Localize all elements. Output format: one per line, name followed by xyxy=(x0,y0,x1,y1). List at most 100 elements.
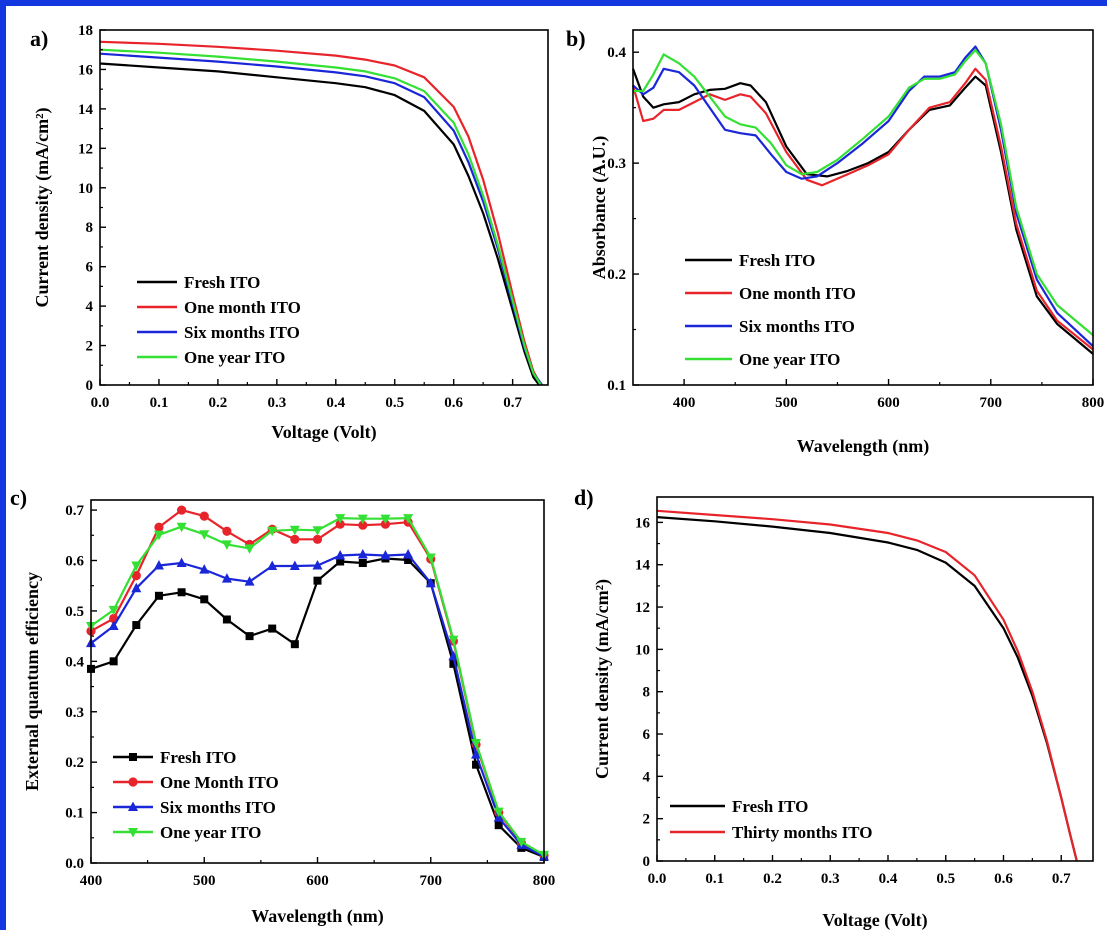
y-tick-label: 14 xyxy=(635,558,651,574)
panel-label: c) xyxy=(10,485,27,510)
series-line-4 xyxy=(99,48,542,386)
x-tick-label: 400 xyxy=(80,873,103,889)
x-tick-label: 0.0 xyxy=(91,395,110,411)
y-tick-label: 0 xyxy=(643,854,651,870)
data-point xyxy=(335,514,346,524)
x-tick-label: 0.5 xyxy=(385,395,404,411)
y-tick-label: 12 xyxy=(78,141,93,157)
legend-label: Six months ITO xyxy=(739,317,855,336)
y-tick-label: 10 xyxy=(78,181,93,197)
data-point xyxy=(516,837,527,848)
x-tick-label: 600 xyxy=(306,873,329,889)
data-point xyxy=(221,573,232,583)
legend-marker xyxy=(128,801,138,811)
series-line-2 xyxy=(99,40,542,386)
data-point xyxy=(448,635,459,646)
data-point xyxy=(425,577,436,588)
legend-label: One year ITO xyxy=(160,823,261,842)
data-point xyxy=(472,760,481,769)
panel-label: a) xyxy=(30,26,48,51)
y-tick-label: 0.1 xyxy=(65,806,84,822)
plot-frame xyxy=(656,496,1094,862)
y-axis-label: Current density (mA/cm²) xyxy=(32,107,53,307)
series-line-2 xyxy=(656,509,1078,862)
data-point xyxy=(336,557,345,566)
legend-label: Six months ITO xyxy=(160,798,276,817)
x-tick-label: 600 xyxy=(877,395,900,411)
data-point xyxy=(493,807,504,818)
data-point xyxy=(380,549,391,560)
y-tick-label: 12 xyxy=(635,600,650,616)
legend-label: Fresh ITO xyxy=(184,273,260,292)
legend-label: One year ITO xyxy=(184,348,285,367)
y-tick-label: 6 xyxy=(643,727,651,743)
y-tick-label: 0.6 xyxy=(65,554,84,570)
data-point xyxy=(471,739,482,749)
data-point xyxy=(199,530,210,540)
data-point xyxy=(108,605,119,616)
x-tick-label: 0.2 xyxy=(209,395,228,411)
data-point xyxy=(177,588,186,597)
series-line-4 xyxy=(633,48,1094,336)
data-point xyxy=(380,519,391,529)
data-point xyxy=(108,620,119,631)
legend-label: Six months ITO xyxy=(184,323,300,342)
panel-2: b) 400 500 600 700 800 0.1 0.2 0.3 0.4 Wavelength … xyxy=(566,26,1104,457)
y-tick-label: 0.3 xyxy=(65,705,84,721)
data-point xyxy=(199,511,209,521)
x-tick-label: 0.0 xyxy=(648,871,667,887)
data-point xyxy=(200,595,209,604)
x-axis-label: Voltage (Volt) xyxy=(822,910,927,930)
data-point xyxy=(290,640,299,649)
legend-label: Fresh ITO xyxy=(732,797,808,816)
y-tick-label: 16 xyxy=(635,515,651,531)
data-point xyxy=(335,519,345,529)
x-tick-label: 0.7 xyxy=(503,395,522,411)
y-tick-label: 4 xyxy=(643,769,651,785)
data-point xyxy=(312,526,323,536)
data-point xyxy=(131,582,142,593)
data-point xyxy=(109,657,118,666)
legend-marker xyxy=(128,777,138,787)
y-tick-label: 0.0 xyxy=(65,856,84,872)
legend-label: Fresh ITO xyxy=(739,251,815,270)
data-point xyxy=(358,520,368,530)
x-tick-label: 700 xyxy=(420,873,443,889)
data-point xyxy=(222,526,232,536)
data-point xyxy=(403,514,414,524)
y-tick-label: 4 xyxy=(86,299,94,315)
data-point xyxy=(176,522,187,533)
data-point xyxy=(404,555,413,564)
x-tick-label: 0.1 xyxy=(150,395,169,411)
plot-frame xyxy=(90,499,545,864)
y-tick-label: 0.5 xyxy=(65,604,84,620)
plot-frame xyxy=(632,29,1094,386)
x-tick-label: 400 xyxy=(673,395,696,411)
panel-label: b) xyxy=(566,26,586,51)
y-tick-label: 18 xyxy=(78,23,93,39)
y-axis-label: External quantum efficiency xyxy=(22,572,42,791)
legend-label: One month ITO xyxy=(739,284,856,303)
data-point xyxy=(244,544,255,554)
x-tick-label: 700 xyxy=(980,395,1003,411)
panel-1: a) 0.0 0.1 0.2 0.3 0.4 0.5 0.6 0.7 0 2 4 6 8 10 12 14 16 1… xyxy=(30,23,549,443)
series-line-1 xyxy=(656,516,1078,862)
data-point xyxy=(289,560,300,571)
y-tick-label: 8 xyxy=(86,220,94,236)
panel-3: c) 400 500 600 700 800 0.0 0.1 0.2 0.3 0.4 0.5 0.6 0.… xyxy=(10,485,555,927)
x-axis-label: Wavelength (nm) xyxy=(251,906,384,927)
data-point xyxy=(131,571,141,581)
y-axis-label: Absorbance (A.U.) xyxy=(589,136,610,280)
data-point xyxy=(222,615,231,624)
data-point xyxy=(471,749,482,759)
legend-label: One Month ITO xyxy=(160,773,279,792)
data-point xyxy=(154,591,163,600)
data-point xyxy=(357,548,368,559)
data-point xyxy=(267,526,278,537)
x-tick-label: 800 xyxy=(533,873,556,889)
data-point xyxy=(176,557,187,568)
x-tick-label: 800 xyxy=(1082,395,1105,411)
y-axis-label: Current density (mA/cm²) xyxy=(592,579,613,779)
x-axis-label: Voltage (Volt) xyxy=(271,422,376,443)
